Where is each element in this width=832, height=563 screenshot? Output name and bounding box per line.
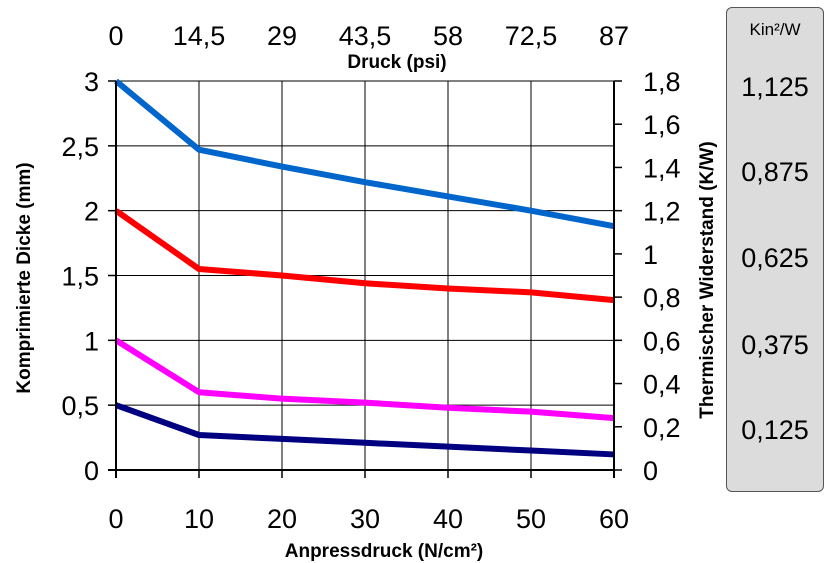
series-line	[114, 402, 615, 458]
kin-w-tick-label: 0,625	[741, 243, 809, 273]
axes	[108, 80, 622, 478]
x-tick-label: 10	[184, 504, 214, 534]
kin-w-tick-label: 0,875	[741, 157, 809, 187]
series-line	[114, 337, 615, 422]
y2-tick-label: 1	[643, 240, 658, 270]
kin-w-title: Kin²/W	[749, 20, 801, 39]
x-tick-label: 0	[108, 504, 123, 534]
y-tick-label: 0	[84, 456, 99, 486]
x2-tick-label: 72,5	[505, 21, 558, 51]
x2-tick-label: 0	[108, 21, 123, 51]
y2-axis-title: Thermischer Widerstand (K/W)	[697, 141, 718, 418]
grid	[115, 80, 615, 471]
series-line	[114, 78, 615, 230]
kin-w-scale-panel: Kin²/W 1,125 0,875 0,625 0,375 0,125	[726, 7, 824, 492]
kin-w-tick-label: 0,125	[741, 415, 809, 445]
y-tick-label: 3	[84, 67, 99, 97]
y2-tick-label: 1,4	[643, 153, 681, 183]
y2-tick-label: 1,2	[643, 197, 681, 227]
x2-tick-label: 43,5	[339, 21, 392, 51]
series-line	[114, 208, 615, 304]
y-tick-label: 1,5	[61, 262, 99, 292]
x-axis-title: Anpressdruck (N/cm²)	[285, 541, 484, 562]
x2-axis-title: Druck (psi)	[347, 52, 446, 73]
y-tick-label: 2	[84, 197, 99, 227]
x-tick-label: 20	[267, 504, 297, 534]
tick-labels: 0 10 20 30 40 50 600 14,5 29 43,5 58 72,5 8700,511,5…	[61, 21, 680, 534]
y-tick-label: 1	[84, 326, 99, 356]
y2-tick-label: 0	[643, 456, 658, 486]
x-tick-label: 60	[599, 504, 629, 534]
y2-tick-label: 1,8	[643, 67, 681, 97]
y2-tick-label: 0,4	[643, 370, 681, 400]
x2-tick-label: 14,5	[173, 21, 226, 51]
y2-tick-label: 0,2	[643, 413, 681, 443]
y2-tick-label: 1,6	[643, 110, 681, 140]
y2-tick-label: 0,6	[643, 326, 681, 356]
x2-tick-label: 87	[599, 21, 629, 51]
series-lines	[114, 78, 615, 458]
y-tick-label: 2,5	[61, 132, 99, 162]
x-tick-label: 30	[350, 504, 380, 534]
x-tick-label: 40	[433, 504, 463, 534]
kin-w-tick-label: 1,125	[741, 72, 809, 102]
y-tick-label: 0,5	[61, 391, 99, 421]
y2-tick-label: 0,8	[643, 283, 681, 313]
x2-tick-label: 29	[267, 21, 297, 51]
x-tick-label: 50	[516, 504, 546, 534]
x2-tick-label: 58	[433, 21, 463, 51]
kin-w-tick-label: 0,375	[741, 330, 809, 360]
y-axis-title: Komprimierte Dicke (mm)	[14, 162, 35, 393]
